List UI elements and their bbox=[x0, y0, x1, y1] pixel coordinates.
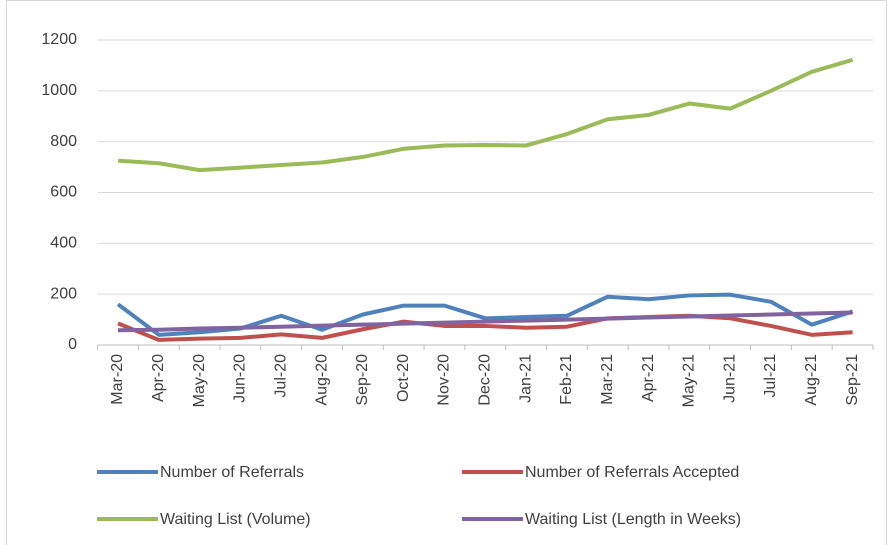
x-tick-label: Dec-20 bbox=[477, 354, 494, 406]
legend-label: Waiting List (Length in Weeks) bbox=[525, 511, 741, 528]
y-tick-label: 200 bbox=[50, 285, 77, 302]
x-tick-label: Sep-21 bbox=[844, 354, 861, 406]
x-tick-label: Jul-21 bbox=[762, 354, 779, 398]
y-tick-label: 1200 bbox=[41, 31, 77, 48]
x-tick-label: Mar-21 bbox=[599, 354, 616, 405]
x-tick-label: Oct-20 bbox=[395, 354, 412, 402]
y-tick-label: 1000 bbox=[41, 82, 77, 99]
legend-label: Waiting List (Volume) bbox=[160, 511, 311, 528]
x-tick-label: Sep-20 bbox=[354, 354, 371, 406]
x-tick-label: Aug-21 bbox=[803, 354, 820, 406]
x-tick-label: May-20 bbox=[191, 354, 208, 407]
series-line bbox=[117, 310, 853, 333]
y-tick-label: 600 bbox=[50, 184, 77, 201]
x-tick-label: Apr-21 bbox=[640, 354, 657, 402]
x-tick-label: Nov-20 bbox=[436, 354, 453, 406]
x-tick-label: Aug-20 bbox=[313, 354, 330, 406]
x-tick-label: Jul-20 bbox=[272, 354, 289, 398]
series-line bbox=[117, 57, 854, 173]
series-line bbox=[117, 313, 853, 342]
x-tick-label: Apr-20 bbox=[150, 354, 167, 402]
x-tick-label: Mar-20 bbox=[109, 354, 126, 405]
legend-label: Number of Referrals bbox=[160, 464, 304, 481]
x-tick-label: Jan-21 bbox=[517, 354, 534, 403]
y-tick-label: 0 bbox=[68, 336, 77, 353]
x-tick-label: Jun-20 bbox=[232, 354, 249, 403]
x-tick-label: Feb-21 bbox=[558, 354, 575, 405]
x-tick-label: Jun-21 bbox=[721, 354, 738, 403]
chart-border bbox=[6, 0, 887, 545]
legend-label: Number of Referrals Accepted bbox=[525, 464, 739, 481]
y-tick-label: 400 bbox=[50, 235, 77, 252]
y-tick-label: 800 bbox=[50, 133, 77, 150]
x-tick-label: May-21 bbox=[681, 354, 698, 407]
